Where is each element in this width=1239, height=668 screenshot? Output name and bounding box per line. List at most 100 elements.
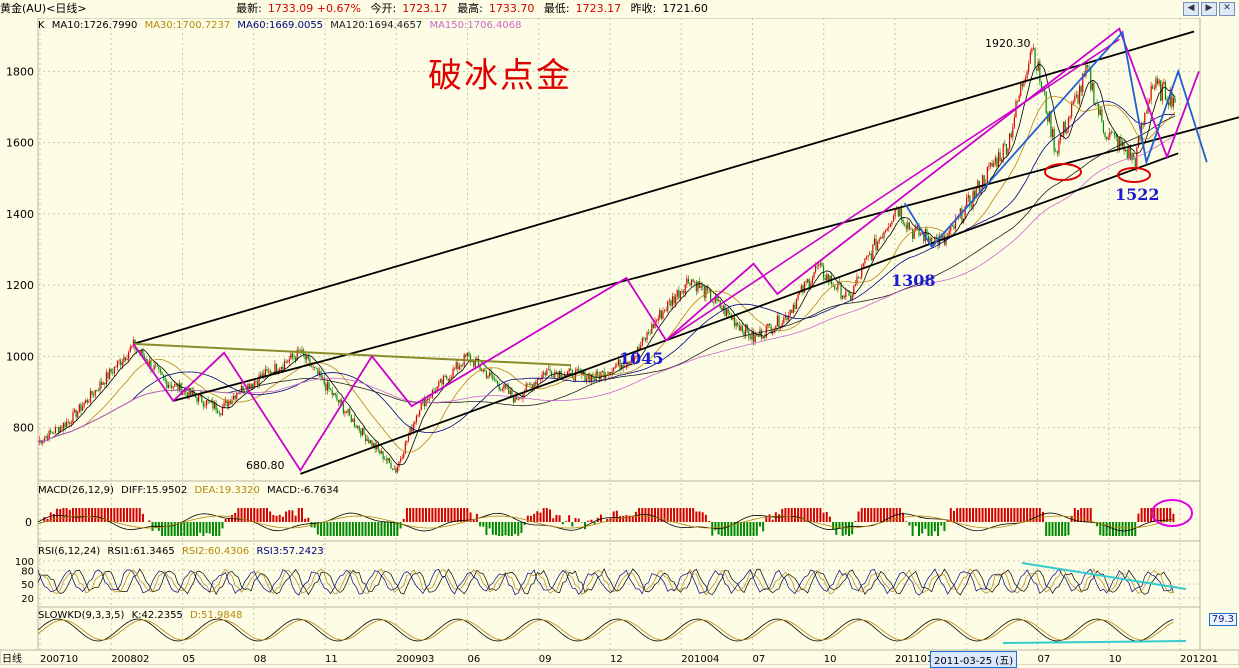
macd-bar — [686, 508, 688, 522]
candle-body — [999, 152, 1000, 161]
candle-body — [1125, 150, 1126, 151]
candle-body — [537, 379, 538, 384]
candle-body — [236, 394, 237, 399]
candle-body — [1011, 134, 1012, 138]
candle-body — [1152, 86, 1153, 89]
candle-body — [573, 378, 574, 380]
candle-body — [332, 390, 333, 395]
candle-body — [794, 305, 795, 309]
candle-body — [1090, 68, 1091, 90]
price-tick-label: 1000 — [6, 350, 34, 363]
legend-ma150: MA150:1706.4068 — [429, 20, 521, 31]
macd-bar — [823, 513, 825, 522]
candle-body — [529, 384, 530, 385]
candle-body — [244, 391, 245, 392]
candle-body — [268, 371, 269, 372]
macd-bar — [931, 522, 933, 536]
macd-bar — [1061, 522, 1063, 536]
candle-body — [174, 384, 175, 387]
macd-bar — [272, 515, 274, 522]
macd-bar — [43, 517, 45, 522]
candle-body — [686, 279, 687, 285]
low-annotation: 680.80 — [246, 459, 285, 472]
candle-body — [87, 400, 88, 402]
candle-body — [1073, 101, 1074, 104]
candle-body — [599, 375, 600, 379]
candle-body — [130, 347, 131, 352]
macd-bar — [679, 508, 681, 522]
candle-body — [45, 436, 46, 438]
candle-body — [161, 372, 162, 375]
macd-bar — [492, 522, 494, 535]
candle-body — [171, 385, 172, 387]
candle-body — [96, 390, 97, 391]
candle-body — [912, 229, 913, 239]
candle-body — [222, 408, 223, 415]
candle-body — [1006, 144, 1007, 155]
candle-body — [858, 277, 859, 278]
macd-bar — [339, 522, 341, 536]
candle-body — [545, 373, 546, 376]
macd-bar — [1144, 508, 1146, 522]
prev-arrow-icon[interactable]: ◀ — [1183, 2, 1199, 16]
candle-body — [379, 450, 380, 454]
candle-body — [694, 282, 695, 283]
candle-body — [836, 289, 837, 290]
low-value: 1723.17 — [576, 2, 622, 15]
macd-bar — [123, 508, 125, 522]
candle-body — [111, 369, 112, 372]
candle-body — [904, 224, 905, 225]
candle-body — [567, 372, 568, 375]
macd-bar — [975, 508, 977, 522]
candle-body — [1109, 132, 1110, 137]
candle-body — [206, 400, 207, 405]
macd-bar — [924, 522, 926, 529]
macd-bar — [1058, 522, 1060, 536]
macd-bar — [72, 508, 74, 522]
candle-body — [642, 338, 643, 345]
macd-bar — [206, 522, 208, 533]
candle-body — [920, 234, 921, 235]
candle-body — [492, 375, 493, 379]
macd-bar — [237, 508, 239, 522]
macd-bar — [1013, 508, 1015, 522]
candle-body — [764, 337, 765, 338]
time-tick-label: 08 — [254, 654, 267, 665]
macd-bar — [148, 520, 150, 522]
next-arrow-icon[interactable]: ▶ — [1201, 2, 1217, 16]
macd-bar — [873, 508, 875, 522]
macd-bar — [180, 522, 182, 536]
macd-bar — [721, 522, 723, 536]
macd-bar — [1067, 522, 1069, 535]
candle-body — [88, 402, 89, 403]
candle-body — [56, 427, 57, 428]
macd-bar — [1160, 508, 1162, 522]
candle-body — [688, 279, 689, 283]
candle-body — [55, 427, 56, 433]
macd-bar — [762, 522, 764, 531]
macd-bar — [88, 508, 90, 522]
macd-bar — [361, 522, 363, 536]
candle-body — [817, 266, 818, 267]
macd-bar — [269, 511, 271, 522]
candle-body — [441, 379, 442, 384]
macd-bar — [740, 522, 742, 536]
macd-bar — [590, 520, 592, 522]
candle-body — [510, 391, 511, 394]
candle-body — [899, 208, 900, 216]
candle-body — [546, 370, 547, 376]
candle-body — [406, 441, 407, 443]
candles — [39, 44, 1176, 474]
candle-body — [316, 368, 317, 369]
candle-body — [883, 232, 884, 238]
candle-body — [864, 258, 865, 263]
macd-bar — [1147, 508, 1149, 522]
candle-body — [444, 376, 445, 377]
candle-body — [885, 231, 886, 232]
macd-bar — [571, 522, 573, 526]
macd-bar — [295, 516, 297, 522]
candle-body — [530, 384, 531, 385]
close-icon[interactable]: ✕ — [1219, 2, 1235, 16]
macd-bar — [781, 509, 783, 522]
